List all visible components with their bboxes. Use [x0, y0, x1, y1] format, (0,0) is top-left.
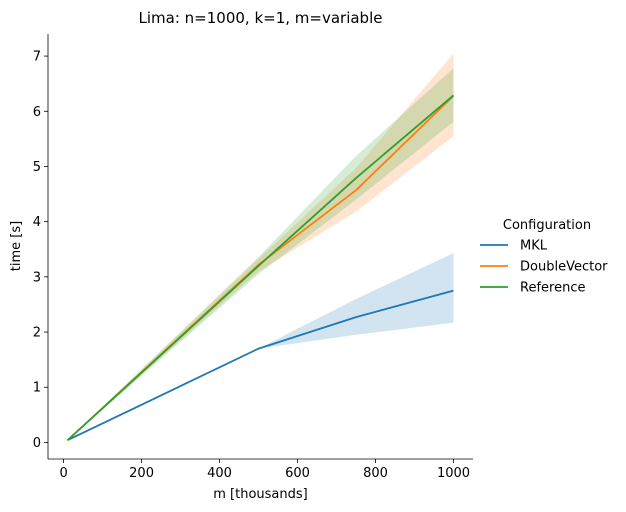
legend-items: MKL DoubleVector Reference	[480, 239, 608, 296]
confidence-band-doublevector	[67, 53, 454, 441]
x-tick-label: 0	[59, 466, 67, 481]
x-tick-label: 1000	[437, 466, 470, 481]
legend-item-doublevector: DoubleVector	[480, 260, 608, 275]
y-tick-label: 0	[33, 436, 41, 451]
x-axis-label: m [thousands]	[213, 487, 307, 502]
legend-title: Configuration	[503, 218, 591, 233]
confidence-band-reference	[67, 68, 454, 441]
x-tick-label: 600	[285, 466, 310, 481]
y-tick-label: 1	[33, 381, 41, 396]
y-tick-label: 4	[33, 215, 41, 230]
legend-item-mkl: MKL	[480, 239, 548, 254]
plot-area: 0 200 400 600 800 1000 0 1 2 3 4 5 6 7	[33, 34, 473, 481]
series-line-reference	[66, 94, 455, 441]
y-tick-label: 2	[33, 326, 41, 341]
x-tick-label: 800	[363, 466, 388, 481]
y-tick-label: 7	[33, 50, 41, 65]
series-lines	[66, 94, 455, 442]
confidence-band-mkl	[67, 253, 454, 441]
legend-item-reference: Reference	[480, 281, 585, 296]
x-tick-label: 200	[129, 466, 154, 481]
y-axis-ticks: 0 1 2 3 4 5 6 7	[33, 50, 48, 451]
y-axis-label: time [s]	[9, 221, 24, 271]
x-axis-ticks: 0 200 400 600 800 1000	[59, 459, 470, 481]
chart-title: Lima: n=1000, k=1, m=variable	[139, 9, 383, 27]
legend-label: Reference	[520, 281, 585, 296]
y-tick-label: 5	[33, 160, 41, 175]
series-line-mkl	[67, 289, 454, 442]
y-tick-label: 6	[33, 105, 41, 120]
legend-label: MKL	[520, 239, 548, 254]
legend: Configuration MKL DoubleVector Reference	[480, 218, 608, 296]
confidence-bands	[67, 53, 454, 441]
x-tick-label: 400	[207, 466, 232, 481]
legend-label: DoubleVector	[520, 260, 608, 275]
y-tick-label: 3	[33, 270, 41, 285]
